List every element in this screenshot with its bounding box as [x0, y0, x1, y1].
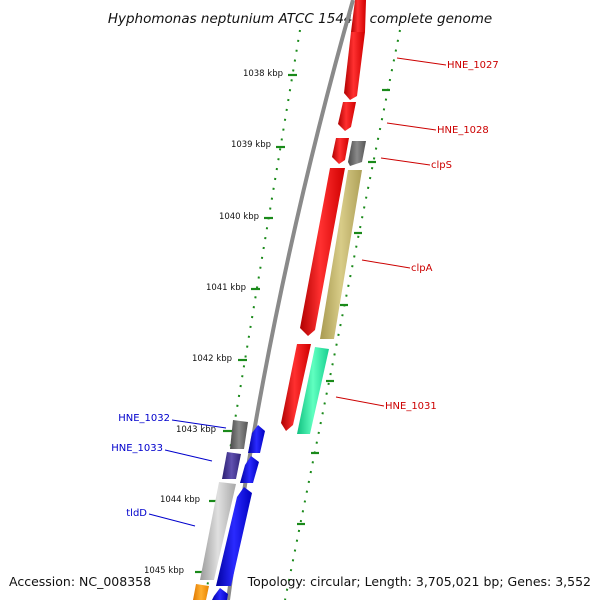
reverse-strand-genes	[212, 425, 265, 600]
tick-label: 1044 kbp	[160, 495, 200, 505]
gene-upstream	[351, 0, 366, 32]
gene-label-hne1027[interactable]: HNE_1027	[447, 60, 499, 71]
scale-ticks	[195, 73, 390, 574]
tick-label: 1043 kbp	[176, 425, 216, 435]
gene-hne1033[interactable]	[222, 452, 241, 479]
leader-line	[171, 419, 227, 429]
gene-blue-1[interactable]	[248, 425, 265, 453]
inner-track-genes	[193, 141, 366, 600]
gene-label-tldd[interactable]: tldD	[126, 508, 147, 519]
tick-label: 1038 kbp	[243, 69, 283, 79]
map-title: Hyphomonas neptunium ATCC 15444, complet…	[108, 11, 492, 27]
gene-blue-4	[212, 588, 228, 600]
gene-hne1028[interactable]	[338, 102, 356, 131]
tick-label: 1041 kbp	[206, 283, 246, 293]
gene-label-clpa[interactable]: clpA	[411, 263, 433, 274]
gene-hne1030[interactable]	[300, 168, 345, 336]
forward-strand-genes	[281, 0, 366, 431]
topology-text: Topology: circular; Length: 3,705,021 bp…	[247, 574, 591, 589]
gene-hne1032[interactable]	[230, 420, 248, 449]
leader-line	[148, 513, 196, 527]
gene-hne1027[interactable]	[344, 32, 365, 100]
outer-tick-ruler	[284, 29, 401, 600]
gene-label-hne1028[interactable]: HNE_1028	[437, 125, 489, 136]
gene-hne1031[interactable]	[297, 347, 329, 434]
label-leaders	[148, 57, 447, 527]
leader-line	[380, 157, 431, 166]
gene-hne1031-fwd[interactable]	[281, 344, 311, 431]
gene-blue-2[interactable]	[240, 456, 259, 483]
gene-labels: HNE_1027 HNE_1028 clpS clpA HNE_1031 HNE…	[111, 60, 499, 519]
gene-hne1029[interactable]	[332, 138, 349, 164]
gene-clps[interactable]	[348, 141, 366, 166]
tick-label: 1045 kbp	[144, 566, 184, 576]
tick-label: 1042 kbp	[192, 354, 232, 364]
leader-line	[335, 396, 385, 407]
gene-label-hne1033[interactable]: HNE_1033	[111, 443, 163, 454]
leader-line	[396, 57, 447, 66]
tick-label: 1040 kbp	[219, 212, 259, 222]
leader-line	[164, 449, 213, 462]
tick-label: 1039 kbp	[231, 140, 271, 150]
leader-line	[386, 122, 437, 131]
accession-text: Accession: NC_008358	[9, 574, 151, 589]
gene-label-clps[interactable]: clpS	[431, 160, 452, 171]
gene-blue-3[interactable]	[216, 487, 252, 586]
scale-labels: 1038 kbp 1039 kbp 1040 kbp 1041 kbp 1042…	[144, 69, 283, 576]
leader-line	[361, 259, 411, 269]
gene-label-hne1031[interactable]: HNE_1031	[385, 401, 437, 412]
gene-downstream	[193, 584, 209, 600]
gene-label-hne1032[interactable]: HNE_1032	[118, 413, 170, 424]
gene-tldd[interactable]	[200, 482, 236, 580]
gene-clpa[interactable]	[320, 170, 362, 339]
